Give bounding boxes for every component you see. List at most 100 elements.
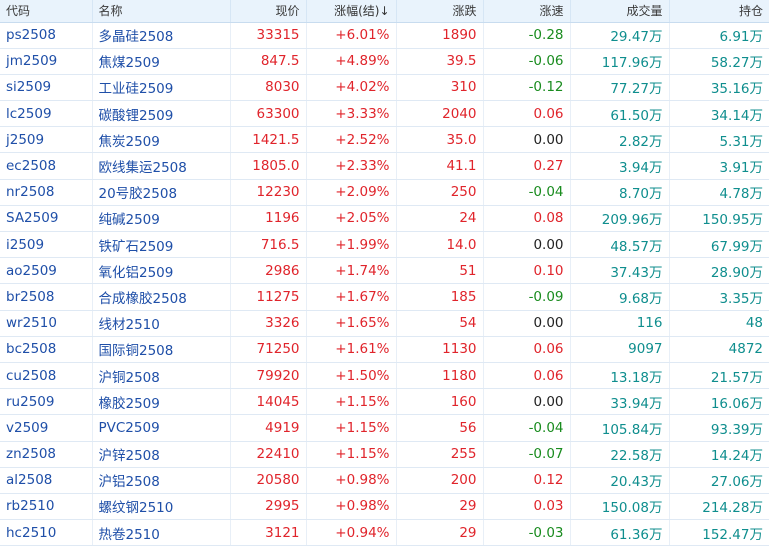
open-interest-cell: 5.31万	[669, 126, 769, 154]
name-cell[interactable]: 橡胶2509	[92, 388, 231, 416]
volume-cell: 29.47万	[570, 22, 670, 49]
column-header-open-interest[interactable]: 持仓	[669, 0, 769, 23]
column-header-volume[interactable]: 成交量	[570, 0, 670, 23]
table-row[interactable]: jm2509 焦煤2509 847.5 +4.89% 39.5 -0.06 117.96万 5…	[0, 48, 769, 75]
speed-cell: 0.00	[483, 388, 571, 416]
name-cell[interactable]: 沪铝2508	[92, 467, 231, 494]
table-row[interactable]: al2508 沪铝2508 20580 +0.98% 200 0.12 20.43万 27.0…	[0, 467, 769, 494]
code-cell[interactable]: jm2509	[0, 48, 93, 75]
code-cell[interactable]: ao2509	[0, 257, 93, 285]
volume-cell: 13.18万	[570, 362, 670, 390]
code-cell[interactable]: nr2508	[0, 179, 93, 206]
name-cell[interactable]: 多晶硅2508	[92, 22, 231, 49]
speed-cell: 0.03	[483, 493, 571, 521]
code-cell[interactable]: bc2508	[0, 336, 93, 363]
speed-cell: -0.07	[483, 441, 571, 468]
change-pct-cell: +1.15%	[306, 414, 397, 442]
column-header-name[interactable]: 名称	[92, 0, 231, 23]
name-cell[interactable]: 纯碱2509	[92, 205, 231, 233]
code-cell[interactable]: SA2509	[0, 205, 93, 233]
table-row[interactable]: si2509 工业硅2509 8030 +4.02% 310 -0.12 77.27万 35.…	[0, 74, 769, 102]
table-row[interactable]: ps2508 多晶硅2508 33315 +6.01% 1890 -0.28 29.47万 6…	[0, 22, 769, 49]
name-cell[interactable]: 沪锌2508	[92, 441, 231, 468]
table-row[interactable]: v2509 PVC2509 4919 +1.15% 56 -0.04 105.84万 93.3…	[0, 414, 769, 442]
code-cell[interactable]: hc2510	[0, 519, 93, 547]
code-cell[interactable]: br2508	[0, 283, 93, 311]
table-row[interactable]: br2508 合成橡胶2508 11275 +1.67% 185 -0.09 9.68万 3.…	[0, 283, 769, 311]
name-cell[interactable]: 铁矿石2509	[92, 231, 231, 259]
code-cell[interactable]: v2509	[0, 414, 93, 442]
price-cell: 1805.0	[230, 152, 307, 180]
column-header-change-pct-sorted[interactable]: 涨幅(结)↓	[306, 0, 397, 23]
name-cell[interactable]: 热卷2510	[92, 519, 231, 547]
table-row[interactable]: hc2510 热卷2510 3121 +0.94% 29 -0.03 61.36万 152.4…	[0, 519, 769, 547]
price-cell: 20580	[230, 467, 307, 494]
column-header-code[interactable]: 代码	[0, 0, 93, 23]
name-cell[interactable]: 焦煤2509	[92, 48, 231, 75]
change-pct-cell: +1.67%	[306, 283, 397, 311]
table-row[interactable]: nr2508 20号胶2508 12230 +2.09% 250 -0.04 8.70万 4.…	[0, 179, 769, 206]
table-row[interactable]: wr2510 线材2510 3326 +1.65% 54 0.00 116 48	[0, 310, 769, 337]
name-cell[interactable]: 合成橡胶2508	[92, 283, 231, 311]
column-header-speed[interactable]: 涨速	[483, 0, 571, 23]
price-cell: 4919	[230, 414, 307, 442]
name-cell[interactable]: 碳酸锂2509	[92, 100, 231, 128]
column-header-change[interactable]: 涨跌	[396, 0, 484, 23]
volume-cell: 33.94万	[570, 388, 670, 416]
price-cell: 2986	[230, 257, 307, 285]
name-cell[interactable]: 国际铜2508	[92, 336, 231, 363]
open-interest-cell: 152.47万	[669, 519, 769, 547]
table-row[interactable]: ru2509 橡胶2509 14045 +1.15% 160 0.00 33.94万 16.0…	[0, 388, 769, 416]
table-row[interactable]: i2509 铁矿石2509 716.5 +1.99% 14.0 0.00 48.57万 67.…	[0, 231, 769, 259]
code-cell[interactable]: lc2509	[0, 100, 93, 128]
change-pct-cell: +1.61%	[306, 336, 397, 363]
name-cell[interactable]: 沪铜2508	[92, 362, 231, 390]
change-cell: 39.5	[396, 48, 484, 75]
volume-cell: 9.68万	[570, 283, 670, 311]
change-pct-cell: +0.94%	[306, 519, 397, 547]
volume-cell: 9097	[570, 336, 670, 363]
table-row[interactable]: bc2508 国际铜2508 71250 +1.61% 1130 0.06 9097 4872	[0, 336, 769, 363]
code-cell[interactable]: ps2508	[0, 22, 93, 49]
code-cell[interactable]: ru2509	[0, 388, 93, 416]
table-body: ps2508 多晶硅2508 33315 +6.01% 1890 -0.28 29.47万 6…	[0, 22, 769, 547]
code-cell[interactable]: zn2508	[0, 441, 93, 468]
code-cell[interactable]: wr2510	[0, 310, 93, 337]
change-cell: 24	[396, 205, 484, 233]
change-pct-cell: +1.65%	[306, 310, 397, 337]
table-row[interactable]: lc2509 碳酸锂2509 63300 +3.33% 2040 0.06 61.50万 34…	[0, 100, 769, 128]
table-row[interactable]: ec2508 欧线集运2508 1805.0 +2.33% 41.1 0.27 3.94万 3…	[0, 152, 769, 180]
change-cell: 2040	[396, 100, 484, 128]
table-row[interactable]: rb2510 螺纹钢2510 2995 +0.98% 29 0.03 150.08万 214.…	[0, 493, 769, 521]
name-cell[interactable]: 20号胶2508	[92, 179, 231, 206]
change-cell: 51	[396, 257, 484, 285]
table-row[interactable]: SA2509 纯碱2509 1196 +2.05% 24 0.08 209.96万 150.9…	[0, 205, 769, 233]
volume-cell: 61.36万	[570, 519, 670, 547]
price-cell: 12230	[230, 179, 307, 206]
change-cell: 29	[396, 519, 484, 547]
code-cell[interactable]: j2509	[0, 126, 93, 154]
code-cell[interactable]: i2509	[0, 231, 93, 259]
table-row[interactable]: ao2509 氧化铝2509 2986 +1.74% 51 0.10 37.43万 28.90…	[0, 257, 769, 285]
table-row[interactable]: j2509 焦炭2509 1421.5 +2.52% 35.0 0.00 2.82万 5.31…	[0, 126, 769, 154]
name-cell[interactable]: 工业硅2509	[92, 74, 231, 102]
column-header-price[interactable]: 现价	[230, 0, 307, 23]
name-cell[interactable]: PVC2509	[92, 414, 231, 442]
name-cell[interactable]: 线材2510	[92, 310, 231, 337]
name-cell[interactable]: 螺纹钢2510	[92, 493, 231, 521]
name-cell[interactable]: 焦炭2509	[92, 126, 231, 154]
code-cell[interactable]: ec2508	[0, 152, 93, 180]
table-row[interactable]: zn2508 沪锌2508 22410 +1.15% 255 -0.07 22.58万 14.…	[0, 441, 769, 468]
code-cell[interactable]: si2509	[0, 74, 93, 102]
table-row[interactable]: cu2508 沪铜2508 79920 +1.50% 1180 0.06 13.18万 21.…	[0, 362, 769, 390]
code-cell[interactable]: rb2510	[0, 493, 93, 521]
code-cell[interactable]: al2508	[0, 467, 93, 494]
name-cell[interactable]: 氧化铝2509	[92, 257, 231, 285]
volume-cell: 2.82万	[570, 126, 670, 154]
price-cell: 3121	[230, 519, 307, 547]
price-cell: 11275	[230, 283, 307, 311]
change-cell: 1180	[396, 362, 484, 390]
name-cell[interactable]: 欧线集运2508	[92, 152, 231, 180]
speed-cell: -0.03	[483, 519, 571, 547]
code-cell[interactable]: cu2508	[0, 362, 93, 390]
